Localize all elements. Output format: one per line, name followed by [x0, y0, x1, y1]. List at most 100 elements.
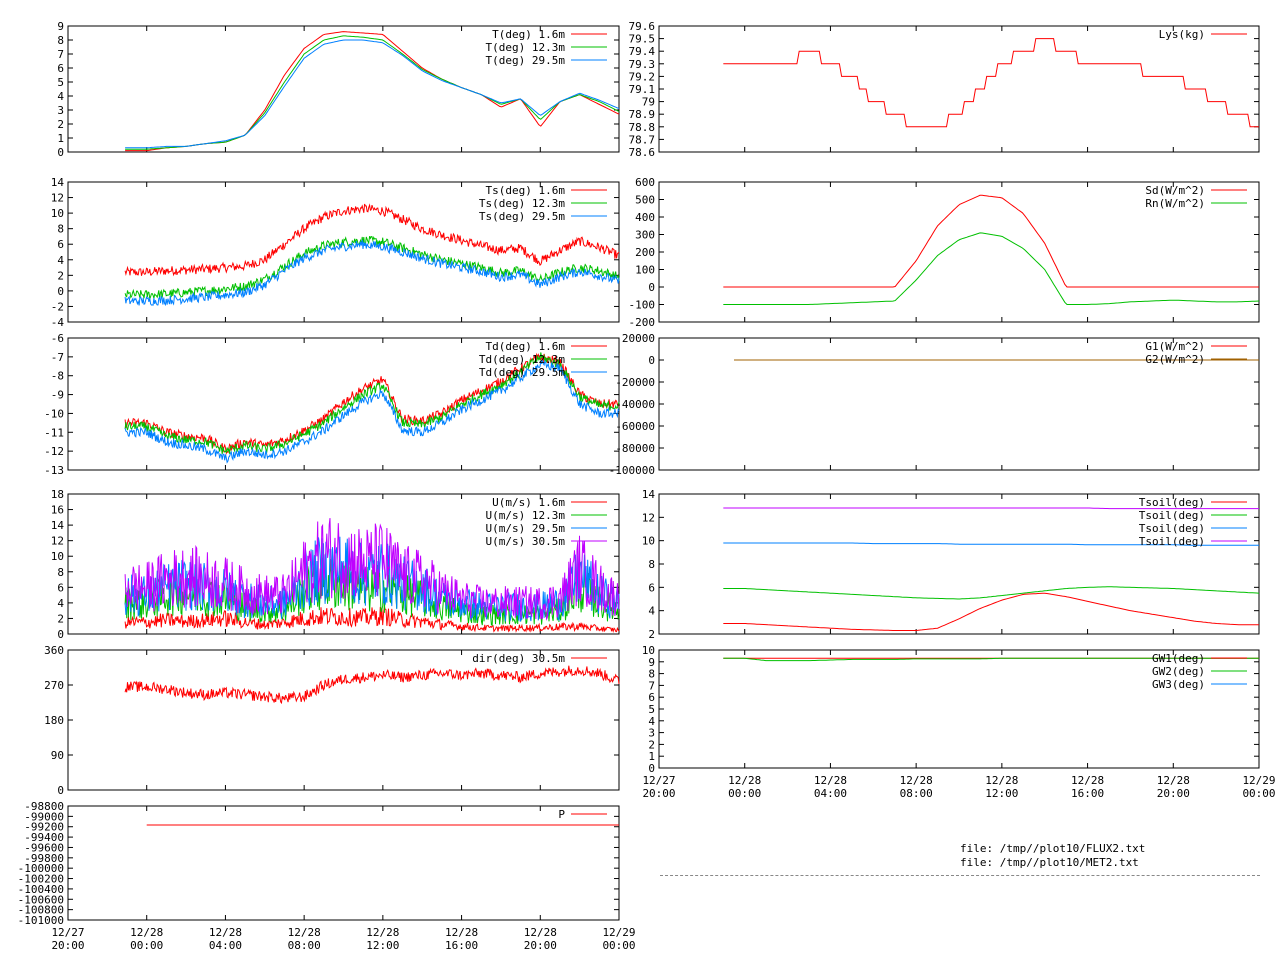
- y-tick-label: -100000: [609, 464, 655, 477]
- x-tick-label-date: 12/27: [51, 926, 84, 939]
- series-line-ground-water-1: [723, 657, 1259, 662]
- y-tick-label: 5: [57, 76, 64, 89]
- x-tick-label-date: 12/28: [1071, 774, 1104, 787]
- y-tick-label: 0: [57, 285, 64, 298]
- series-line-sonic-temp-2: [124, 239, 620, 307]
- x-tick-label-time: 04:00: [814, 787, 847, 800]
- y-tick-label: -98800: [24, 800, 64, 813]
- y-tick-label: 79: [642, 96, 655, 109]
- y-tick-label: 0: [57, 146, 64, 159]
- series-line-wind-speed-0: [124, 606, 620, 634]
- y-tick-label: -40000: [615, 398, 655, 411]
- series-line-wind-speed-1: [124, 557, 620, 626]
- x-tick-label-time: 16:00: [1071, 787, 1104, 800]
- y-tick-label: 14: [51, 519, 65, 532]
- y-tick-label: 12: [51, 535, 64, 548]
- y-tick-label: 100: [635, 264, 655, 277]
- plot-frame: [67, 805, 620, 921]
- y-tick-label: -7: [51, 351, 64, 364]
- y-tick-label: 600: [635, 176, 655, 189]
- legend-label: Rn(W/m^2): [1145, 197, 1205, 210]
- panel-soil-temp: 2468101214Tsoil(deg)Tsoil(deg)Tsoil(deg)…: [642, 488, 1260, 641]
- legend-label: Td(deg) 29.5m: [479, 366, 565, 379]
- y-tick-label: -101000: [18, 914, 64, 927]
- y-tick-label: 10: [51, 550, 64, 563]
- x-tick-label-date: 12/28: [288, 926, 321, 939]
- x-tick-label-date: 12/28: [209, 926, 242, 939]
- y-tick-label: 2: [57, 269, 64, 282]
- series-line-radiation-0: [723, 194, 1259, 288]
- y-tick-label: -100000: [18, 862, 64, 875]
- x-tick-label-time: 00:00: [1242, 787, 1275, 800]
- x-tick-label-date: 12/28: [814, 774, 847, 787]
- x-tick-label-time: 16:00: [445, 939, 478, 952]
- panel-radiation: -200 -100 0 100 200 300 400 500 600 Sd(W/m^2)Rn(W…: [629, 176, 1260, 329]
- x-tick-label-date: 12/28: [728, 774, 761, 787]
- y-tick-label: 8: [57, 566, 64, 579]
- series-line-wind-dir-0: [124, 665, 620, 705]
- y-tick-label: 79.4: [629, 45, 656, 58]
- y-tick-label: 4: [648, 715, 655, 728]
- x-tick-label-time: 20:00: [1157, 787, 1190, 800]
- x-tick-label-time: 12:00: [985, 787, 1018, 800]
- legend-label: Ts(deg) 12.3m: [479, 197, 565, 210]
- y-tick-label: -100600: [18, 893, 64, 906]
- x-tick-label-time: 20:00: [51, 939, 84, 952]
- panel-lysimeter: 78.678.778.878.97979.179.279.379.479.579…: [629, 20, 1260, 159]
- legend-label: G1(W/m^2): [1145, 340, 1205, 353]
- legend-label: dir(deg) 30.5m: [472, 652, 565, 665]
- legend-label: G2(W/m^2): [1145, 353, 1205, 366]
- y-tick-label: 10: [642, 644, 655, 657]
- y-tick-label: -20000: [615, 376, 655, 389]
- series-line-sonic-temp-0: [124, 203, 620, 277]
- legend-label: Td(deg) 1.6m: [486, 340, 566, 353]
- legend-label: Tsoil(deg): [1139, 535, 1205, 548]
- y-tick-label: 6: [57, 62, 64, 75]
- y-tick-label: 9: [57, 20, 64, 33]
- plot-frame: [67, 649, 620, 791]
- y-tick-label: -2: [51, 300, 64, 313]
- x-tick-label-time: 20:00: [642, 787, 675, 800]
- y-tick-label: 10: [642, 535, 655, 548]
- legend-label: Ts(deg) 29.5m: [479, 210, 565, 223]
- legend-label: T(deg) 29.5m: [486, 54, 566, 67]
- x-tick-label-time: 08:00: [900, 787, 933, 800]
- y-tick-label: 14: [642, 488, 656, 501]
- y-tick-label: 2: [57, 612, 64, 625]
- legend-label: Sd(W/m^2): [1145, 184, 1205, 197]
- series-line-dewpoint-1: [124, 352, 620, 455]
- x-tick-label-time: 12:00: [366, 939, 399, 952]
- y-tick-label: 3: [57, 104, 64, 117]
- y-tick-label: 7: [648, 679, 655, 692]
- y-tick-label: 0: [648, 354, 655, 367]
- y-tick-label: 8: [648, 558, 655, 571]
- x-tick-label-date: 12/27: [642, 774, 675, 787]
- y-tick-label: -4: [51, 316, 65, 329]
- y-tick-label: 79.3: [629, 58, 656, 71]
- y-tick-label: 1: [57, 132, 64, 145]
- y-tick-label: -100400: [18, 883, 64, 896]
- y-tick-label: 9: [648, 656, 655, 669]
- y-tick-label: 300: [635, 229, 655, 242]
- footer-file-2: file: /tmp//plot10/MET2.txt: [960, 856, 1139, 869]
- y-tick-label: -200: [629, 316, 656, 329]
- y-tick-label: 0: [57, 628, 64, 641]
- series-line-radiation-1: [723, 232, 1260, 305]
- y-tick-label: 10: [51, 207, 64, 220]
- y-tick-label: 16: [51, 504, 64, 517]
- y-tick-label: -99400: [24, 831, 64, 844]
- legend-label: P: [558, 808, 565, 821]
- y-tick-label: -100: [629, 299, 656, 312]
- y-tick-label: 78.6: [629, 146, 656, 159]
- y-tick-label: -60000: [615, 420, 655, 433]
- y-tick-label: 78.7: [629, 133, 656, 146]
- legend-label: T(deg) 12.3m: [486, 41, 566, 54]
- legend-label: T(deg) 1.6m: [492, 28, 565, 41]
- footer-file-1: file: /tmp//plot10/FLUX2.txt: [960, 842, 1146, 855]
- series-line-dewpoint-0: [124, 352, 620, 455]
- series-line-soil-temp-2: [723, 542, 1259, 546]
- y-tick-label: -12: [44, 445, 64, 458]
- y-tick-label: 8: [57, 34, 64, 47]
- y-tick-label: 18: [51, 488, 64, 501]
